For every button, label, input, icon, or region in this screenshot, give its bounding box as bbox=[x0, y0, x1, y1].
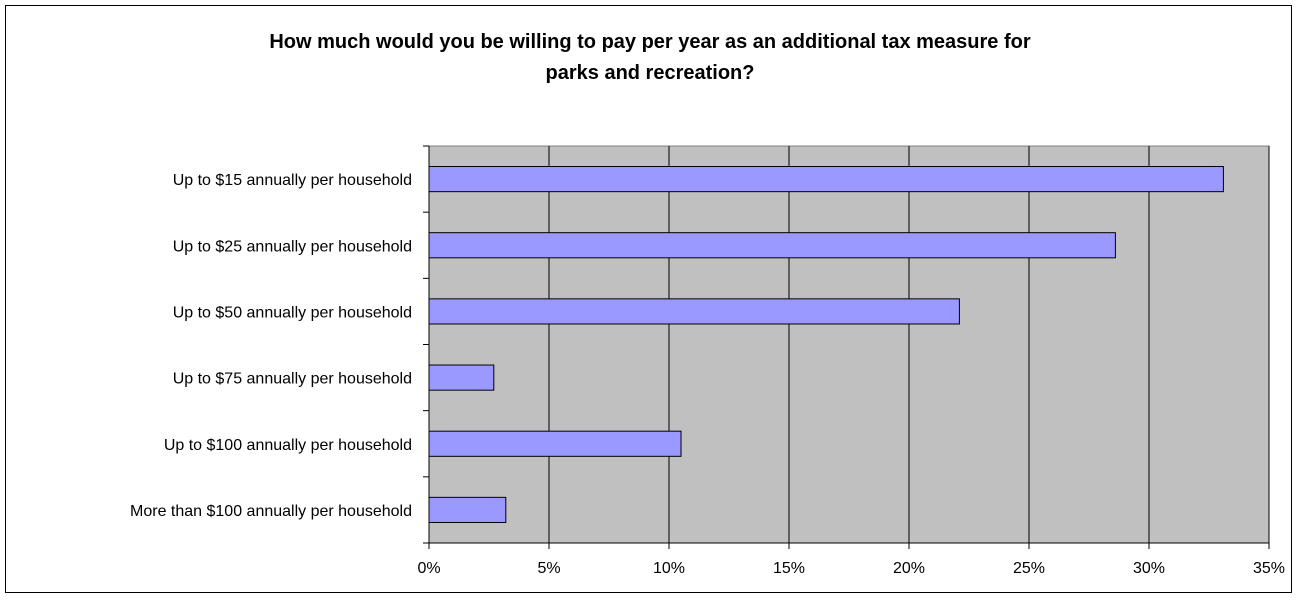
category-label-2: Up to $50 annually per household bbox=[173, 304, 412, 321]
bar-2 bbox=[428, 298, 960, 325]
bar-5 bbox=[428, 496, 507, 523]
bar-0 bbox=[428, 166, 1224, 193]
category-label-5: More than $100 annually per household bbox=[130, 503, 412, 520]
x-tick-label-7: 35% bbox=[1253, 560, 1285, 577]
category-label-3: Up to $75 annually per household bbox=[173, 371, 412, 388]
x-tick-label-2: 10% bbox=[653, 560, 685, 577]
bar-4 bbox=[428, 430, 682, 457]
x-tick-label-6: 30% bbox=[1133, 560, 1165, 577]
x-tick-label-3: 15% bbox=[773, 560, 805, 577]
chart-title-line-1: How much would you be willing to pay per… bbox=[269, 31, 1031, 53]
x-tick-label-1: 5% bbox=[537, 560, 560, 577]
x-tick-label-4: 20% bbox=[893, 560, 925, 577]
x-tick-label-0: 0% bbox=[417, 560, 440, 577]
x-tick-label-5: 25% bbox=[1013, 560, 1045, 577]
category-label-1: Up to $25 annually per household bbox=[173, 238, 412, 255]
category-label-4: Up to $100 annually per household bbox=[164, 437, 412, 454]
plot-area bbox=[428, 145, 1270, 544]
chart-title: How much would you be willing to pay per… bbox=[0, 27, 1300, 89]
bar-3 bbox=[428, 364, 495, 391]
chart-title-line-2: parks and recreation? bbox=[545, 62, 755, 84]
bar-1 bbox=[428, 232, 1116, 259]
category-label-0: Up to $15 annually per household bbox=[173, 172, 412, 189]
